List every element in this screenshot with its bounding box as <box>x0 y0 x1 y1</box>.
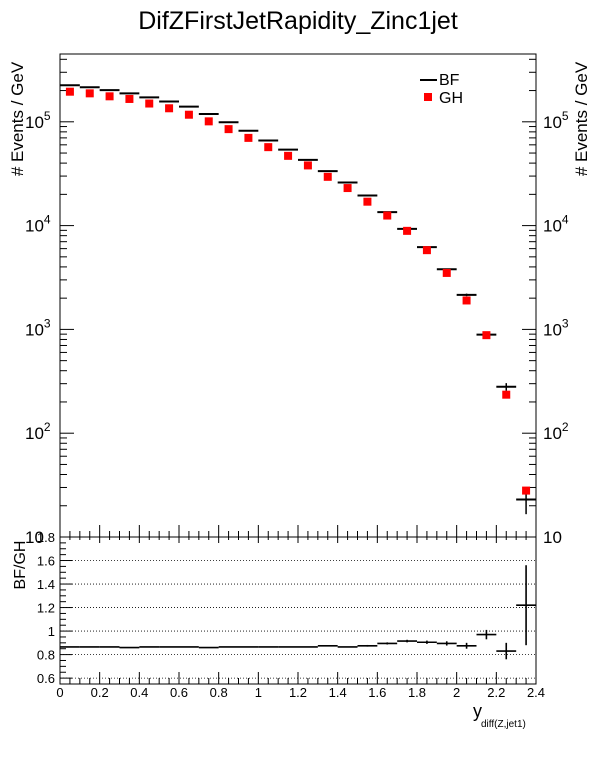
ratio-y-tick-label: 1.2 <box>37 601 55 616</box>
gh-point <box>403 226 412 235</box>
gh-point <box>363 197 372 206</box>
top-y-tick-label-right-exponent: 5 <box>562 109 569 123</box>
gh-point <box>442 268 451 277</box>
gh-point <box>323 172 332 181</box>
gh-point <box>482 331 491 340</box>
gh-point <box>284 151 293 160</box>
gh-point <box>502 390 511 399</box>
top-y-tick-label: 103 <box>25 316 51 339</box>
top-y-tick-label-exponent: 3 <box>44 316 51 330</box>
top-y-tick-label-right-exponent: 3 <box>562 316 569 330</box>
top-y-tick-label-exponent: 4 <box>44 213 51 227</box>
gh-point <box>303 161 312 170</box>
top-y-tick-label-right: 102 <box>543 420 569 443</box>
top-y-tick-label: 105 <box>25 109 51 132</box>
ratio-gridlines <box>60 536 536 679</box>
gh-point <box>125 94 134 103</box>
legend-bf-label: BF <box>439 72 460 89</box>
top-y-tick-labels: 105 105 104 104 103 103 102 102 10 10 <box>25 109 569 547</box>
x-tick-label: 0.4 <box>130 685 148 700</box>
y-axis-label-left: # Events / GeV <box>8 61 27 176</box>
gh-point <box>85 89 94 98</box>
top-y-tick-label-right: 104 <box>543 213 569 236</box>
top-y-tick-label: 104 <box>25 213 51 236</box>
top-y-tick-label-right: 105 <box>543 109 569 132</box>
gh-point <box>343 184 352 193</box>
gh-series <box>65 87 531 495</box>
ratio-y-tick-label: 0.8 <box>37 648 55 663</box>
x-tick-label: 0.6 <box>170 685 188 700</box>
top-y-tick-label-right: 10 <box>543 528 562 547</box>
ratio-tick-labels: 0 0.2 0.4 0.6 0.8 1 1.2 1.4 1.6 1.8 2 2.2 2.4 0.6 0.8 1… <box>37 530 545 700</box>
top-y-tick-label: 10 <box>25 528 44 547</box>
x-axis-label: y <box>473 701 482 721</box>
gh-point <box>224 125 233 134</box>
top-y-tick-label: 102 <box>25 420 51 443</box>
top-y-tick-label-exponent: 2 <box>44 420 51 434</box>
ratio-axis-ticks <box>59 536 537 685</box>
gh-point <box>145 99 154 108</box>
gh-point <box>204 117 213 126</box>
x-tick-label: 0.8 <box>210 685 228 700</box>
ratio-y-tick-label: 0.6 <box>37 671 55 686</box>
gh-point <box>522 486 531 495</box>
ratio-y-tick-label: 1.4 <box>37 577 55 592</box>
x-tick-label: 1.8 <box>408 685 426 700</box>
x-tick-label: 0 <box>56 685 63 700</box>
ratio-y-tick-label: 1 <box>48 624 55 639</box>
x-tick-label: 2.4 <box>527 685 545 700</box>
top-y-tick-label-exponent: 5 <box>44 109 51 123</box>
x-tick-label: 2 <box>453 685 460 700</box>
gh-point <box>462 296 471 305</box>
gh-point <box>264 143 273 152</box>
x-tick-label: 0.2 <box>91 685 109 700</box>
x-tick-label: 1.2 <box>289 685 307 700</box>
ratio-series <box>60 565 536 660</box>
chart-title: DifZFirstJetRapidity_Zinc1jet <box>138 7 458 35</box>
legend-gh-marker <box>424 93 432 101</box>
legend-box <box>415 72 475 108</box>
gh-point <box>244 133 253 142</box>
x-axis-label-subscript: diff(Z,jet1) <box>481 719 526 730</box>
top-y-tick-label-right-exponent: 2 <box>562 420 569 434</box>
bottom-frame <box>59 536 537 685</box>
ratio-y-tick-label: 1.6 <box>37 554 55 569</box>
gh-point <box>65 87 74 96</box>
gh-point <box>422 246 431 255</box>
top-axis-ticks <box>59 58 537 538</box>
y-axis-label-right: # Events / GeV <box>572 61 591 176</box>
x-tick-label: 1.4 <box>329 685 347 700</box>
x-tick-label: 2.2 <box>487 685 505 700</box>
top-y-tick-label-right: 103 <box>543 316 569 339</box>
x-tick-label: 1.6 <box>368 685 386 700</box>
ratio-y-label: BF/GH <box>12 541 29 590</box>
x-tick-label: 1 <box>255 685 262 700</box>
gh-point <box>165 104 174 113</box>
gh-point <box>105 92 114 101</box>
gh-point <box>184 110 193 119</box>
top-y-tick-label-right-exponent: 4 <box>562 213 569 227</box>
gh-point <box>383 211 392 220</box>
legend-gh-label: GH <box>439 90 463 107</box>
ratio-y-tick-label: 1.8 <box>37 530 55 545</box>
